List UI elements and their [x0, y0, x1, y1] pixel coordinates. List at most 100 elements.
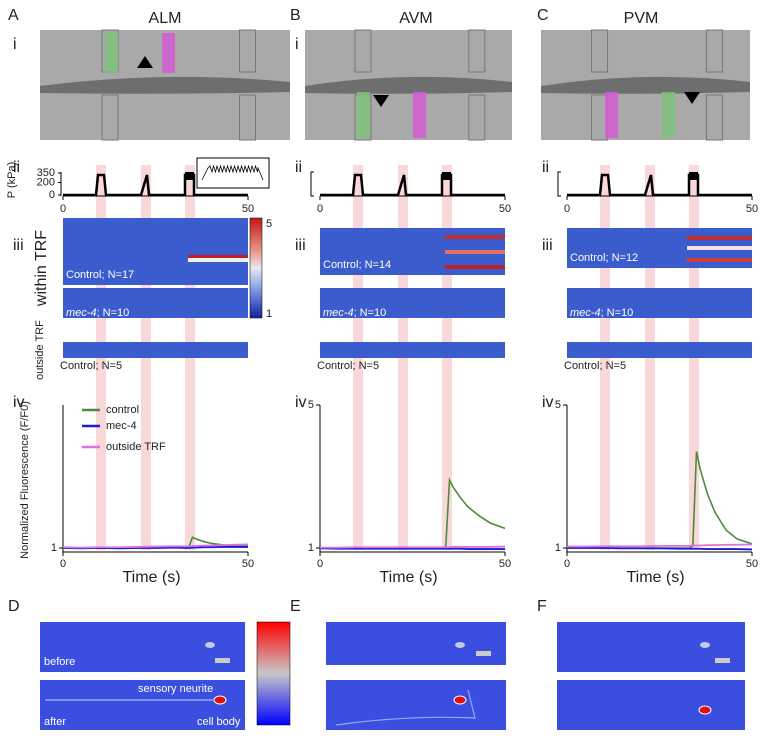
axis-label: P (kPa): [6, 162, 18, 198]
x-tick-label: 50: [746, 203, 758, 215]
cell-active: [453, 695, 467, 705]
pressure-trace: [320, 173, 505, 197]
neuron-title: ALM: [149, 10, 182, 27]
row-label: i: [295, 36, 299, 53]
x-tick-label: 50: [746, 558, 758, 570]
panel-letter: E: [290, 598, 301, 615]
x-tick-label: 50: [499, 558, 511, 570]
gene-name: mec-4: [323, 307, 354, 319]
row-label: iv: [295, 394, 307, 411]
heatmap-response: [188, 258, 248, 262]
y-tick-label: 350: [37, 167, 55, 179]
channel: [101, 94, 119, 141]
gene-name: mec-4: [570, 307, 601, 319]
heatmap-response: [445, 265, 505, 269]
series-line: [320, 477, 506, 549]
arrowhead: [137, 56, 153, 68]
heatmap: [320, 342, 505, 358]
stimulus-region: [413, 92, 426, 138]
cell: [455, 642, 465, 648]
x-tick-label: 50: [242, 558, 254, 570]
x-tick-label: 50: [242, 203, 254, 215]
row-label: i: [13, 36, 17, 53]
panel-letter: D: [8, 598, 20, 615]
pressure-trace: [567, 173, 752, 197]
pressure-block: [689, 172, 698, 180]
row-label: iii: [13, 237, 24, 254]
channel: [591, 29, 609, 73]
row-label: iv: [13, 394, 25, 411]
heatmap-label: Control; N=12: [570, 252, 638, 264]
heatmap: [320, 288, 505, 318]
cell: [205, 642, 215, 648]
cell-active: [213, 695, 227, 705]
x-tick-label: 0: [60, 558, 66, 570]
x-tick-label: 0: [564, 558, 570, 570]
heatmap-label: Control; N=5: [317, 360, 379, 372]
stimulus-region: [605, 92, 618, 138]
x-axis-label: Time (s): [626, 569, 684, 586]
panel-letter: B: [290, 7, 301, 24]
row-label: iv: [542, 394, 554, 411]
heatmap: [63, 288, 248, 318]
y-tick-label: 200: [37, 176, 55, 188]
image-label: before: [44, 656, 75, 668]
x-tick-label: 0: [317, 558, 323, 570]
worm: [541, 76, 750, 94]
image-label: sensory neurite: [138, 683, 213, 695]
panel-letter: F: [537, 598, 547, 615]
pressure-block: [185, 172, 194, 180]
row-label: ii: [13, 159, 20, 176]
scale-bar: [215, 658, 230, 663]
stimulus-region: [662, 92, 675, 138]
colorbar-label: 5: [266, 218, 272, 230]
panel-letter: A: [8, 7, 19, 24]
row-label: iii: [542, 237, 553, 254]
y-tick-label: 1: [555, 542, 561, 554]
stimulus-region: [105, 33, 118, 73]
y-tick-label: 5: [555, 399, 561, 411]
y-axis-label: Normalized Fluorescence (F/F0): [19, 401, 31, 559]
legend-label: mec-4: [106, 420, 137, 432]
heatmap-label: mec-4; N=10: [570, 307, 633, 319]
x-axis-label: Time (s): [122, 569, 180, 586]
stimulus-region: [162, 33, 175, 73]
y-tick-label: 1: [308, 542, 314, 554]
heatmap: [63, 342, 248, 358]
neuron-title: PVM: [624, 10, 659, 27]
series-line: [567, 451, 753, 549]
channel: [354, 29, 372, 73]
heatmap-response: [445, 250, 505, 254]
heatmap: [567, 342, 752, 358]
colorbar: [256, 621, 291, 726]
series-line: [62, 543, 249, 549]
bracket: [310, 171, 314, 197]
worm: [40, 76, 290, 94]
heatmap: [63, 218, 248, 285]
heatmap-count: ; N=10: [354, 307, 387, 319]
y-tick-label: 1: [51, 542, 57, 554]
x-tick-label: 0: [60, 203, 66, 215]
legend-label: control: [106, 404, 139, 416]
arrowhead: [684, 92, 700, 104]
y-tick-label: 0: [49, 189, 55, 201]
bracket: [557, 171, 561, 197]
channel: [468, 94, 486, 141]
image-label: cell body: [197, 716, 241, 728]
heatmap-label: Control; N=14: [323, 259, 391, 271]
channel: [239, 29, 256, 73]
group-label: within TRF: [33, 230, 50, 307]
channel: [705, 29, 723, 73]
heatmap-label: Control; N=5: [564, 360, 626, 372]
fluorescence-image: [557, 622, 745, 672]
inset-trace: [201, 164, 264, 181]
neuron-title: AVM: [399, 10, 432, 27]
row-label: ii: [295, 159, 302, 176]
image-label: after: [44, 716, 66, 728]
cell: [700, 642, 710, 648]
legend-label: outside TRF: [106, 441, 166, 453]
x-tick-label: 0: [317, 203, 323, 215]
x-tick-label: 50: [499, 203, 511, 215]
arrowhead: [373, 95, 389, 107]
